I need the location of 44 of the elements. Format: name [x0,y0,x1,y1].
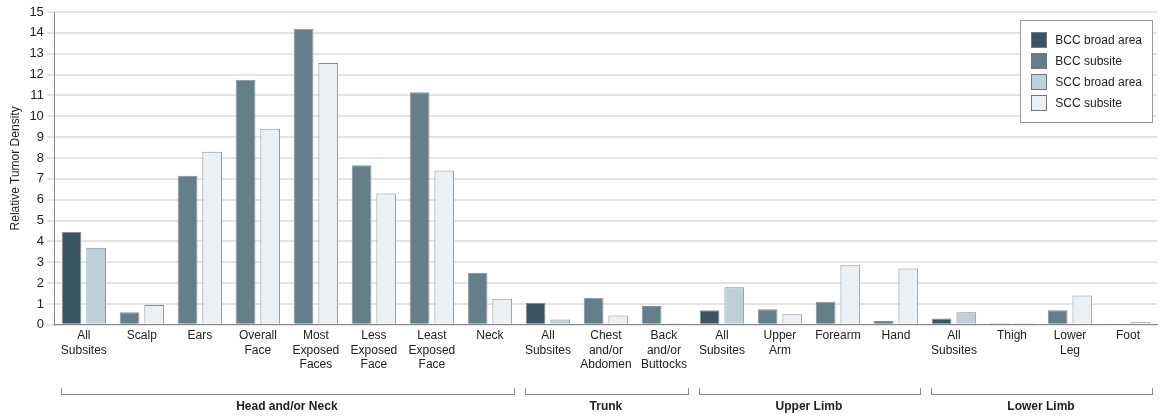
x-tick-label: Ears [187,328,213,343]
y-tick-label: 12 [29,66,44,82]
text: Lower Limb [1006,399,1076,413]
x-tick-label: Thigh [996,328,1027,343]
x-tick-label: All Subsites [60,328,107,357]
y-tick-label: 8 [36,149,44,165]
y-tick-label: 13 [29,45,44,61]
text: Trunk [588,399,624,413]
y-tick-label: 5 [36,212,44,228]
legend-label: SCC subsite [1055,96,1122,110]
text: Upper Limb [774,399,844,413]
legend-label: BCC broad area [1055,33,1142,47]
x-tick-label: Least Exposed Face [408,328,456,372]
y-tick-label: 6 [36,191,44,207]
y-tick-label: 10 [29,107,44,123]
x-tick-label: Neck [476,328,505,343]
y-tick-label: 11 [30,86,44,102]
x-tick-label: Scalp [126,328,158,343]
x-tick-label: Foot [1115,328,1141,343]
x-tick-label: Overall Face [238,328,277,357]
y-tick-label: 9 [36,128,44,144]
y-tick-label: 1 [36,295,44,311]
x-tick-label: Lower Leg [1053,328,1087,357]
y-tick-label: 0 [36,316,44,332]
y-tick-label: 7 [36,170,44,186]
legend-label: SCC broad area [1055,75,1142,89]
text: Head and/or Neck [235,399,339,413]
y-tick-label: 3 [36,253,44,269]
x-tick-label: Back and/or Buttocks [640,328,687,372]
y-tick-label: 14 [29,24,44,40]
legend-label: BCC subsite [1055,54,1122,68]
x-tick-label: Forearm [815,328,861,343]
x-tick-label: Upper Arm [763,328,797,357]
x-tick-label: Hand [881,328,911,343]
x-tick-label: Less Exposed Face [350,328,398,372]
y-tick-label: 15 [29,3,44,19]
x-tick-label: Chest and/or Abdomen [580,328,632,372]
y-tick-label: 2 [36,274,44,290]
y-axis-title: Relative Tumor Density [7,106,22,231]
x-tick-label: All Subsites [698,328,745,357]
y-tick-label: 4 [36,232,44,248]
x-tick-label: Most Exposed Faces [292,328,340,372]
x-tick-label: All Subsites [524,328,571,357]
x-tick-label: All Subsites [930,328,977,357]
